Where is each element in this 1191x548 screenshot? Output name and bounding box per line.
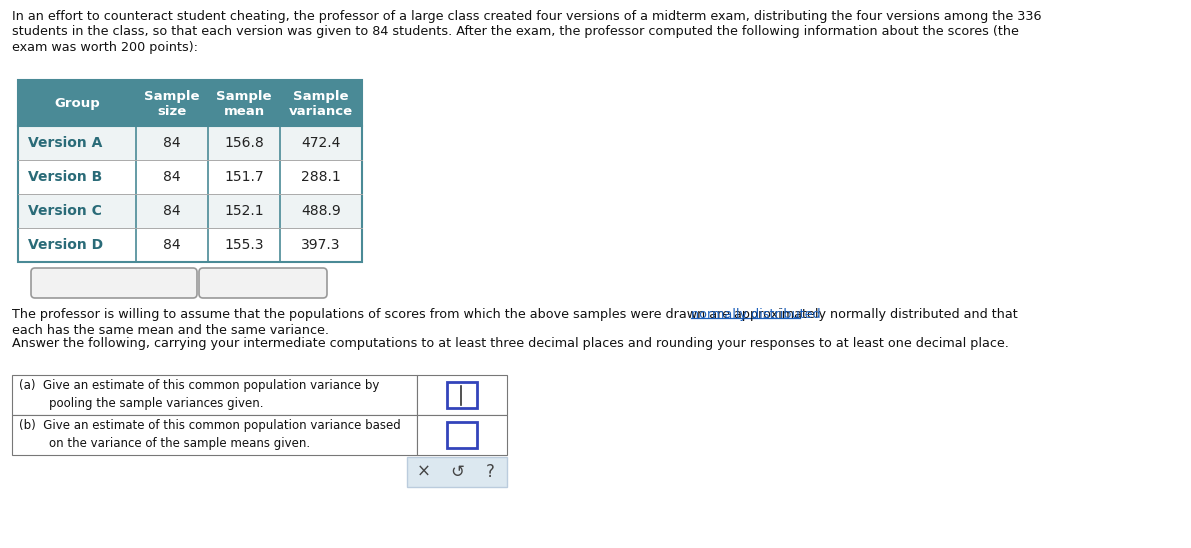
Text: exam was worth 200 points):: exam was worth 200 points): — [12, 41, 198, 54]
Bar — [280, 228, 362, 262]
Bar — [407, 457, 507, 487]
Text: 84: 84 — [163, 170, 181, 184]
Bar — [136, 160, 208, 194]
Bar — [447, 422, 478, 448]
Text: 156.8: 156.8 — [224, 136, 264, 150]
Text: In an effort to counteract student cheating, the professor of a large class crea: In an effort to counteract student cheat… — [12, 10, 1041, 23]
Bar — [208, 80, 280, 126]
FancyBboxPatch shape — [31, 268, 197, 298]
Text: The professor is willing to assume that the populations of scores from which the: The professor is willing to assume that … — [12, 308, 1018, 321]
Bar — [208, 160, 280, 194]
Bar — [417, 375, 507, 415]
Text: size: size — [157, 105, 187, 118]
FancyBboxPatch shape — [199, 268, 328, 298]
Bar — [280, 126, 362, 160]
Text: ?: ? — [486, 463, 494, 481]
Text: Sample: Sample — [144, 90, 200, 102]
Text: Group: Group — [54, 96, 100, 110]
Bar — [12, 415, 417, 455]
Bar — [136, 80, 208, 126]
Bar — [208, 194, 280, 228]
Text: variance: variance — [289, 105, 353, 118]
Bar — [136, 126, 208, 160]
Text: each has the same mean and the same variance.: each has the same mean and the same vari… — [12, 323, 329, 336]
Bar — [208, 126, 280, 160]
Text: normally distributed: normally distributed — [691, 308, 821, 321]
Text: Version C: Version C — [29, 204, 102, 218]
Bar — [12, 375, 417, 415]
Bar — [18, 80, 362, 262]
Text: 155.3: 155.3 — [224, 238, 263, 252]
Text: 488.9: 488.9 — [301, 204, 341, 218]
Bar — [18, 126, 136, 160]
Text: 151.7: 151.7 — [224, 170, 264, 184]
Bar — [18, 228, 136, 262]
Bar — [447, 382, 478, 408]
Bar — [18, 194, 136, 228]
Bar — [136, 194, 208, 228]
Text: Send data to Excel: Send data to Excel — [207, 277, 318, 289]
Bar — [18, 80, 136, 126]
Text: mean: mean — [224, 105, 264, 118]
Text: Answer the following, carrying your intermediate computations to at least three : Answer the following, carrying your inte… — [12, 338, 1009, 351]
Text: 472.4: 472.4 — [301, 136, 341, 150]
Bar — [417, 415, 507, 455]
Text: 288.1: 288.1 — [301, 170, 341, 184]
Bar — [208, 228, 280, 262]
Text: Sample: Sample — [293, 90, 349, 102]
Text: students in the class, so that each version was given to 84 students. After the : students in the class, so that each vers… — [12, 26, 1018, 38]
Text: 152.1: 152.1 — [224, 204, 264, 218]
Text: 397.3: 397.3 — [301, 238, 341, 252]
Bar — [136, 228, 208, 262]
Text: 84: 84 — [163, 136, 181, 150]
Text: Version D: Version D — [29, 238, 104, 252]
Text: ↺: ↺ — [450, 463, 464, 481]
Bar — [18, 160, 136, 194]
Text: Version A: Version A — [29, 136, 102, 150]
Text: Send data to calculator: Send data to calculator — [45, 277, 183, 289]
Text: ❯: ❯ — [174, 279, 183, 287]
Bar — [280, 80, 362, 126]
Bar — [280, 194, 362, 228]
Text: (a)  Give an estimate of this common population variance by
        pooling the : (a) Give an estimate of this common popu… — [19, 380, 380, 410]
Text: Version B: Version B — [29, 170, 102, 184]
Text: ×: × — [417, 463, 431, 481]
Text: Sample: Sample — [217, 90, 272, 102]
Text: (b)  Give an estimate of this common population variance based
        on the va: (b) Give an estimate of this common popu… — [19, 420, 400, 450]
Text: 84: 84 — [163, 204, 181, 218]
Bar — [280, 160, 362, 194]
Text: 84: 84 — [163, 238, 181, 252]
